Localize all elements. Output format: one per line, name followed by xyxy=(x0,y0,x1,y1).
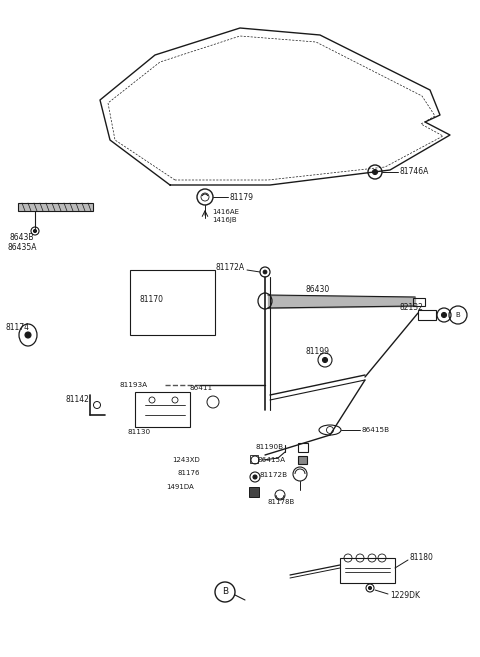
Text: 1416AE: 1416AE xyxy=(212,209,239,215)
Circle shape xyxy=(369,587,372,589)
Text: 81179: 81179 xyxy=(230,193,254,202)
Text: 81176: 81176 xyxy=(178,470,201,476)
Circle shape xyxy=(253,475,257,479)
Text: 86411: 86411 xyxy=(190,385,213,391)
Text: 81746A: 81746A xyxy=(400,168,430,177)
Text: B: B xyxy=(456,312,460,318)
Text: 81178B: 81178B xyxy=(268,499,295,505)
Text: 1243XD: 1243XD xyxy=(172,457,200,463)
Bar xyxy=(18,203,93,211)
Circle shape xyxy=(34,229,36,233)
Text: 1491DA: 1491DA xyxy=(166,484,194,490)
Text: 81170: 81170 xyxy=(140,296,164,304)
Text: 8643B: 8643B xyxy=(10,233,35,242)
Circle shape xyxy=(442,313,446,317)
Circle shape xyxy=(25,332,31,338)
Text: 81180: 81180 xyxy=(410,553,434,562)
Text: 86415A: 86415A xyxy=(258,457,286,463)
Text: B: B xyxy=(222,587,228,597)
Bar xyxy=(418,310,436,320)
Bar xyxy=(298,443,308,452)
Text: 1229DK: 1229DK xyxy=(390,591,420,600)
Bar xyxy=(249,487,259,497)
Text: 86435A: 86435A xyxy=(7,244,36,252)
Bar xyxy=(130,270,215,335)
Bar xyxy=(340,558,395,583)
Bar xyxy=(298,456,307,464)
Bar xyxy=(250,455,258,463)
Text: 81142: 81142 xyxy=(65,396,89,405)
Circle shape xyxy=(323,357,327,363)
Circle shape xyxy=(263,270,267,274)
Text: 81174: 81174 xyxy=(5,323,29,332)
Bar xyxy=(135,392,190,427)
Text: 81190B: 81190B xyxy=(255,444,283,450)
Text: 82132: 82132 xyxy=(400,304,424,313)
Text: 86430: 86430 xyxy=(305,286,329,294)
Bar xyxy=(413,298,425,306)
Text: 81130: 81130 xyxy=(128,429,151,435)
Text: 81193A: 81193A xyxy=(120,382,148,388)
Text: 81172A: 81172A xyxy=(215,263,244,273)
Circle shape xyxy=(372,170,377,175)
Text: 81199: 81199 xyxy=(305,348,329,357)
Text: 81172B: 81172B xyxy=(260,472,288,478)
Text: 1416JB: 1416JB xyxy=(212,217,237,223)
Text: 86415B: 86415B xyxy=(362,427,390,433)
